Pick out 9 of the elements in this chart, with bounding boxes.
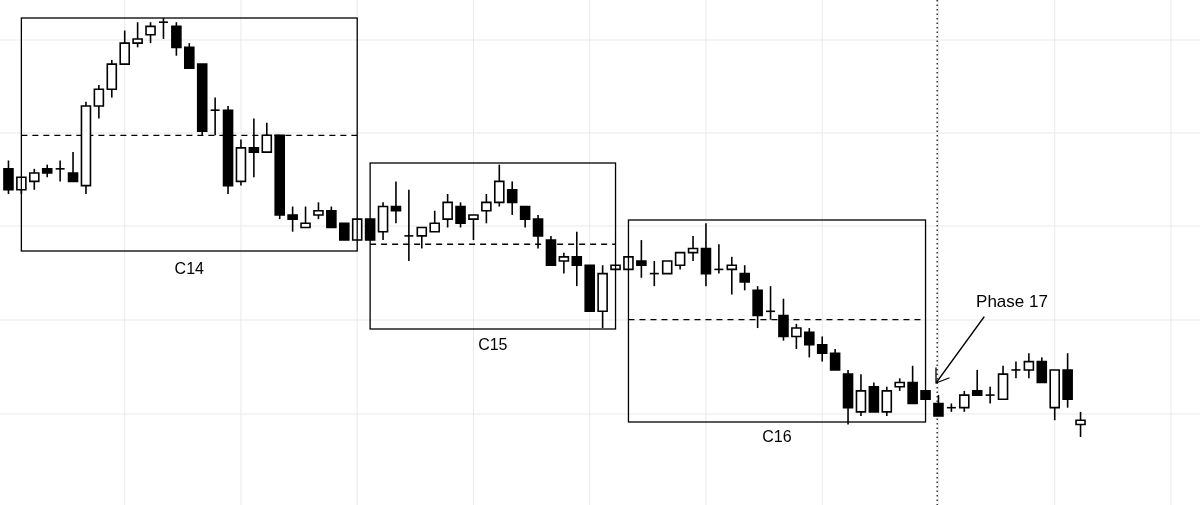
annotation: C16 <box>762 428 792 446</box>
annotation: C15 <box>478 336 508 354</box>
candlestick <box>1010 360 1022 380</box>
candlestick <box>54 159 66 183</box>
candlestick <box>158 17 169 40</box>
candlestick <box>984 385 996 405</box>
annotation: C14 <box>174 260 205 278</box>
annotation: Phase 17 <box>976 292 1048 312</box>
candlestick <box>209 96 221 137</box>
